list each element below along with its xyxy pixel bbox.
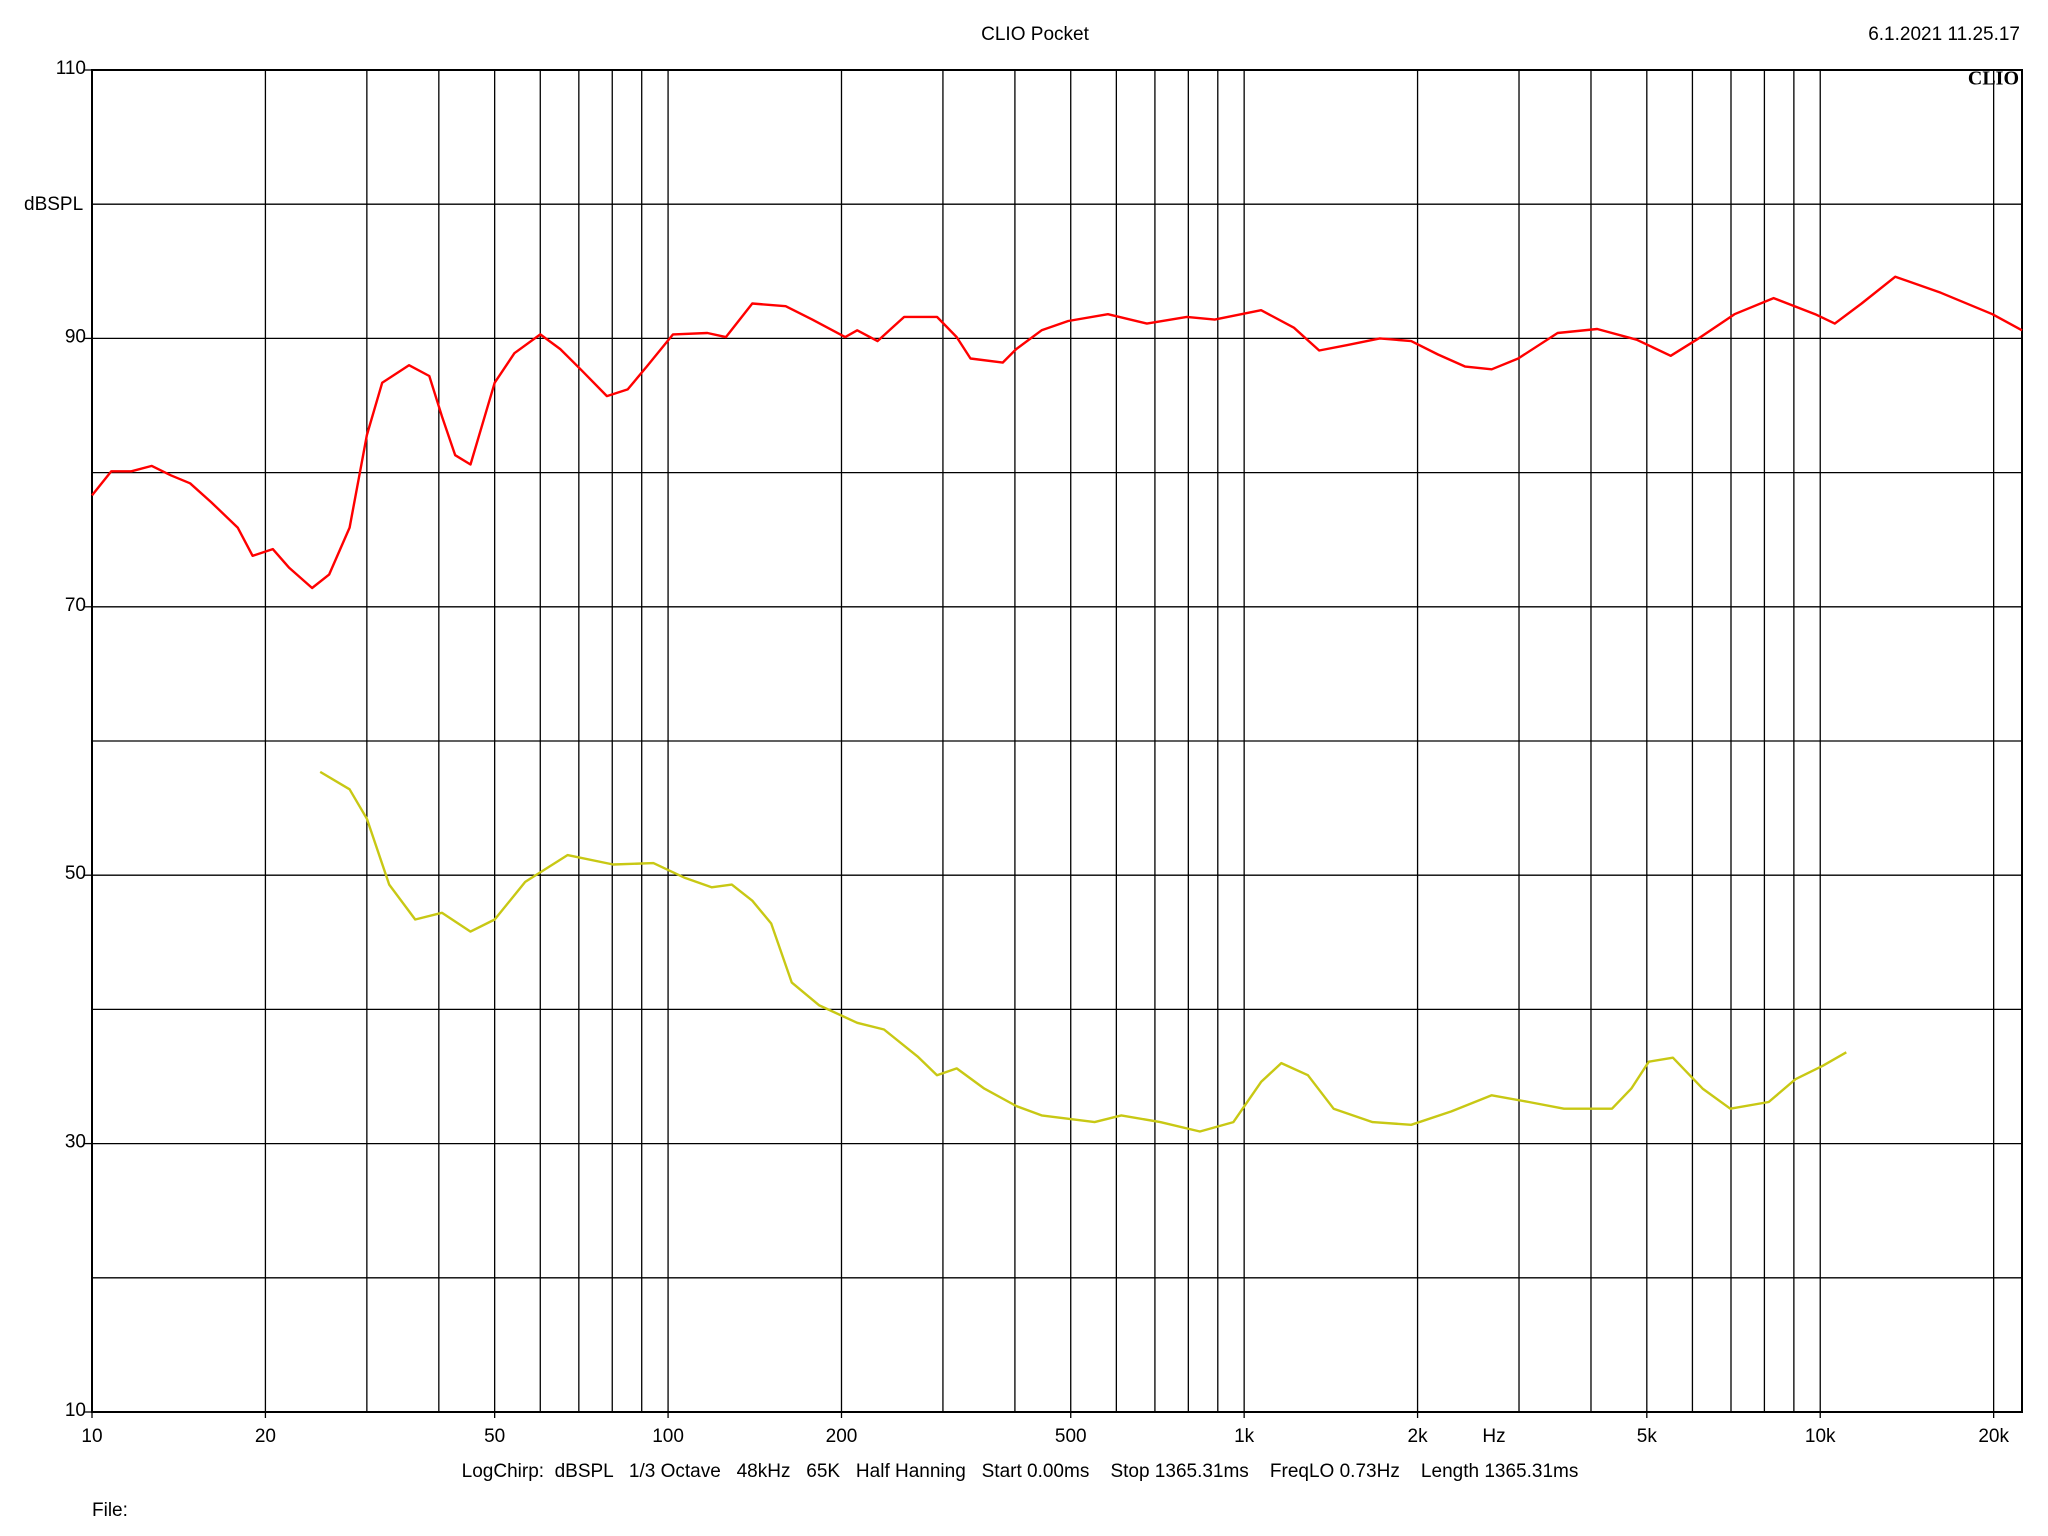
timestamp: 6.1.2021 11.25.17 [1868,24,2020,45]
chart-title: CLIO Pocket [981,24,1089,45]
file-label: File: [92,1500,128,1521]
response-curve [91,275,2023,590]
y-tick-label: 110 [56,58,86,79]
x-tick-label: 200 [826,1426,858,1447]
x-tick-label: 20k [1978,1426,2009,1447]
x-tick-label: 100 [652,1426,684,1447]
x-tick-label: 5k [1637,1426,1658,1447]
x-tick-label: 10k [1805,1426,1836,1447]
y-tick-label: 70 [65,595,86,616]
x-tick-label: 10 [81,1426,102,1447]
x-tick-label: 2k [1408,1426,1429,1447]
response-curve [319,770,1847,1133]
y-tick-label: 90 [65,326,86,347]
x-tick-label: 1k [1234,1426,1255,1447]
x-tick-label: 20 [255,1426,276,1447]
y-tick-label: 30 [65,1132,86,1153]
y-tick-label: 50 [65,863,86,884]
x-tick-label: 500 [1055,1426,1087,1447]
y-axis-label: dBSPL [24,194,83,215]
x-axis-label: Hz [1482,1426,1505,1447]
measurement-settings: LogChirp: dBSPL 1/3 Octave 48kHz 65K Hal… [462,1461,1579,1482]
x-tick-label: 50 [484,1426,505,1447]
y-tick-label: 10 [65,1400,86,1421]
